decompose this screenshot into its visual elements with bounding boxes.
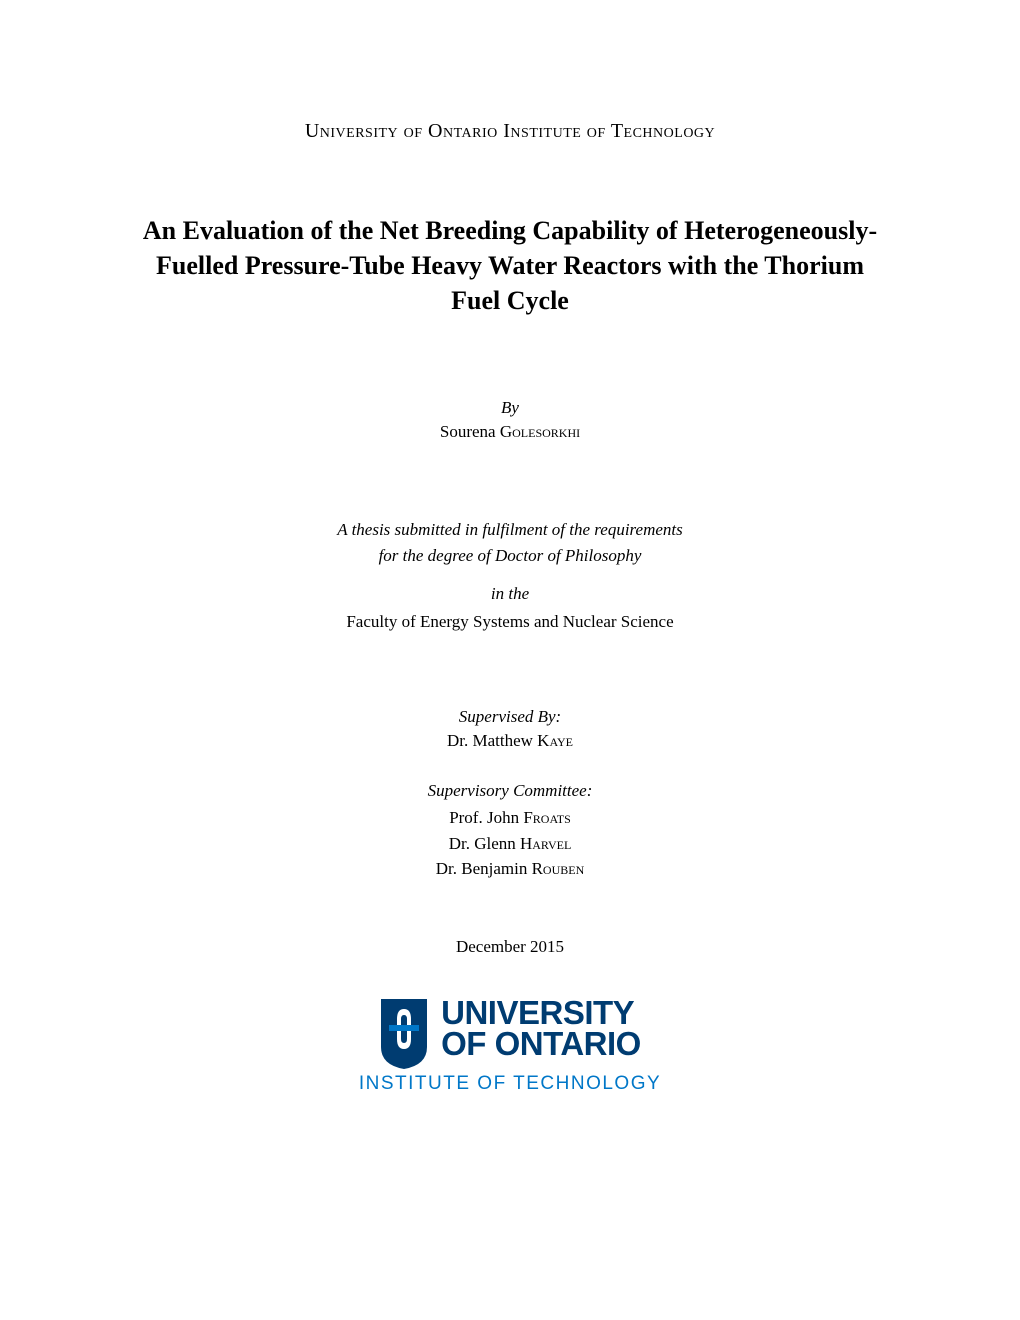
supervisor-last-name: Kaye [537,731,573,750]
committee-member-title-first: Dr. Glenn [449,834,516,853]
in-the-label: in the [491,584,529,604]
committee-member-last-name: Rouben [532,859,585,878]
committee-label: Supervisory Committee: [428,781,593,801]
author-last-name: Golesorkhi [500,422,580,441]
committee-member-last-name: Froats [523,808,570,827]
logo-institute-text: INSTITUTE OF TECHNOLOGY [359,1073,661,1095]
committee-member: Prof. John Froats [436,805,585,831]
supervised-by-label: Supervised By: [459,707,561,727]
thesis-submission-line-2: for the degree of Doctor of Philosophy [379,543,642,569]
logo-text-block: UNIVERSITY OF ONTARIO [441,997,641,1060]
logo-ofontario-text: OF ONTARIO [441,1028,641,1059]
committee-member: Dr. Benjamin Rouben [436,856,585,882]
author-first-name: Sourena [440,422,496,441]
submission-date: December 2015 [456,937,564,957]
committee-member-last-name: Harvel [520,834,571,853]
committee-member-title-first: Prof. John [449,808,519,827]
logo-university-text: UNIVERSITY [441,997,641,1028]
university-logo: UNIVERSITY OF ONTARIO INSTITUTE OF TECHN… [359,997,661,1095]
faculty-name: Faculty of Energy Systems and Nuclear Sc… [346,612,673,632]
author-name: Sourena Golesorkhi [440,422,580,442]
committee-member: Dr. Glenn Harvel [436,831,585,857]
supervisor-name: Dr. Matthew Kaye [447,731,573,751]
institution-name: University of Ontario Institute of Techn… [305,120,715,143]
committee-list: Prof. John Froats Dr. Glenn Harvel Dr. B… [436,805,585,882]
supervisor-title-first: Dr. Matthew [447,731,533,750]
shield-icon [379,997,429,1071]
by-label: By [501,398,519,418]
thesis-submission-line-1: A thesis submitted in fulfilment of the … [337,517,682,543]
thesis-title: An Evaluation of the Net Breeding Capabi… [130,213,890,318]
committee-member-title-first: Dr. Benjamin [436,859,528,878]
logo-top-row: UNIVERSITY OF ONTARIO [379,997,641,1071]
